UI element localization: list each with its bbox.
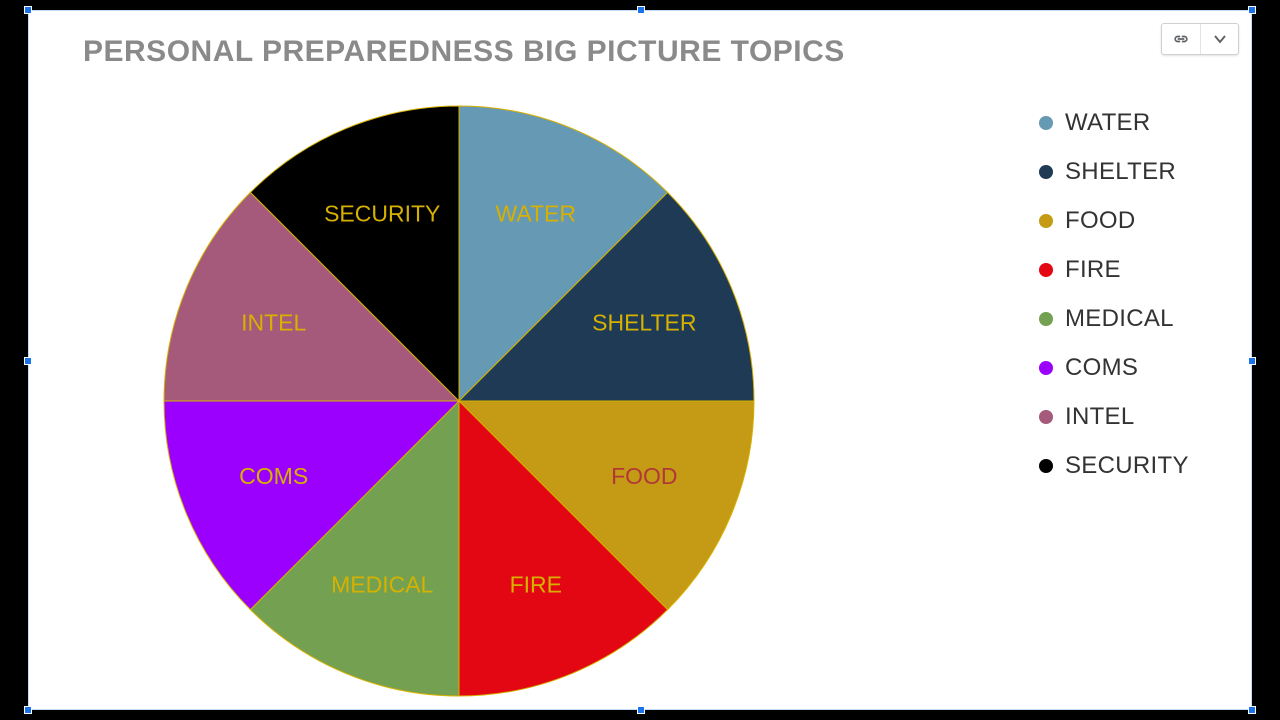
selection-handle[interactable]	[1248, 706, 1256, 714]
slice-label: COMS	[239, 463, 308, 489]
legend-label: INTEL	[1065, 403, 1135, 431]
pie-svg: WATER SHELTER FOOD FIRE MEDICAL COMS INTEL SECU…	[149, 91, 769, 711]
legend-item[interactable]: FIRE	[1039, 256, 1189, 284]
legend-swatch	[1039, 312, 1053, 326]
legend-item[interactable]: WATER	[1039, 109, 1189, 137]
legend-swatch	[1039, 116, 1053, 130]
slice-label: MEDICAL	[331, 571, 433, 597]
selection-handle[interactable]	[24, 706, 32, 714]
chart-title: PERSONAL PREPAREDNESS BIG PICTURE TOPICS	[83, 35, 845, 69]
slice-label: FOOD	[611, 463, 677, 489]
link-icon	[1171, 32, 1191, 46]
legend-item[interactable]: FOOD	[1039, 207, 1189, 235]
slice-label: SHELTER	[592, 309, 696, 335]
selection-handle[interactable]	[1248, 6, 1256, 14]
legend-swatch	[1039, 263, 1053, 277]
stage: PERSONAL PREPAREDNESS BIG PICTURE TOPICS…	[0, 0, 1280, 720]
selection-handle[interactable]	[24, 357, 32, 365]
legend-item[interactable]: SHELTER	[1039, 158, 1189, 186]
selection-handle[interactable]	[1248, 357, 1256, 365]
slice-label: FIRE	[510, 571, 562, 597]
legend-swatch	[1039, 459, 1053, 473]
pie-chart: WATER SHELTER FOOD FIRE MEDICAL COMS INTEL SECU…	[149, 91, 769, 711]
legend-swatch	[1039, 214, 1053, 228]
legend-label: COMS	[1065, 354, 1138, 382]
slice-label: INTEL	[241, 309, 306, 335]
chevron-down-icon	[1212, 31, 1228, 47]
legend-label: SECURITY	[1065, 452, 1189, 480]
legend-swatch	[1039, 165, 1053, 179]
selection-handle[interactable]	[24, 6, 32, 14]
legend-item[interactable]: MEDICAL	[1039, 305, 1189, 333]
legend-swatch	[1039, 410, 1053, 424]
slice-label: SECURITY	[324, 201, 440, 227]
selection-handle[interactable]	[637, 6, 645, 14]
chart-panel[interactable]: PERSONAL PREPAREDNESS BIG PICTURE TOPICS…	[28, 10, 1252, 710]
legend-label: WATER	[1065, 109, 1151, 137]
chart-toolbar	[1161, 23, 1239, 55]
legend-swatch	[1039, 361, 1053, 375]
legend: WATER SHELTER FOOD FIRE MEDICAL COMS INTEL SECU…	[1039, 109, 1189, 480]
chart-menu-button[interactable]	[1200, 24, 1238, 54]
legend-label: SHELTER	[1065, 158, 1176, 186]
legend-item[interactable]: SECURITY	[1039, 452, 1189, 480]
link-button[interactable]	[1162, 24, 1200, 54]
legend-label: FOOD	[1065, 207, 1136, 235]
legend-item[interactable]: COMS	[1039, 354, 1189, 382]
legend-label: MEDICAL	[1065, 305, 1174, 333]
legend-label: FIRE	[1065, 256, 1121, 284]
legend-item[interactable]: INTEL	[1039, 403, 1189, 431]
slice-label: WATER	[496, 201, 577, 227]
